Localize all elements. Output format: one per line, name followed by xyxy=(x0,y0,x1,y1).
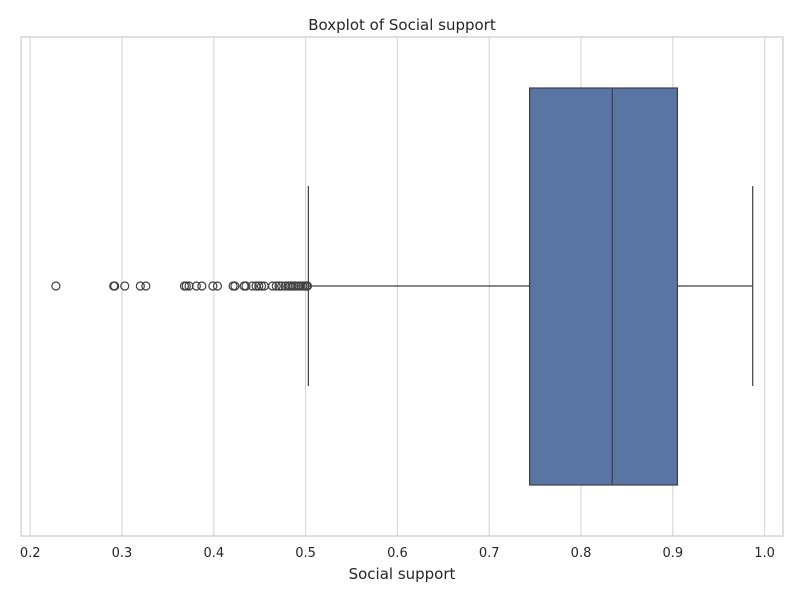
outlier-point xyxy=(256,281,267,291)
x-tick-label: 0.8 xyxy=(571,546,592,561)
outlier-point xyxy=(230,281,240,291)
outlier-point xyxy=(120,281,130,291)
outlier-point xyxy=(274,281,284,291)
outlier-points xyxy=(51,281,313,291)
outlier-point xyxy=(290,281,301,291)
outlier-point xyxy=(239,281,249,291)
x-tick-label: 1.0 xyxy=(754,546,775,561)
outlier-point xyxy=(208,281,218,291)
chart-title: Boxplot of Social support xyxy=(308,16,496,34)
outlier-point xyxy=(135,281,145,291)
x-tick-label: 0.4 xyxy=(203,546,224,561)
x-tick-label: 0.3 xyxy=(112,546,133,561)
outlier-point xyxy=(184,281,194,291)
outlier-point xyxy=(241,281,251,291)
outlier-point xyxy=(228,281,238,291)
box-plot xyxy=(307,87,754,486)
x-axis-label: Social support xyxy=(349,565,456,583)
x-tick-label: 0.7 xyxy=(479,546,500,561)
outlier-point xyxy=(181,281,191,291)
plot-frame xyxy=(20,36,784,537)
outlier-point xyxy=(141,281,151,291)
outlier-point xyxy=(212,281,223,291)
outlier-point xyxy=(51,281,61,291)
outlier-point xyxy=(197,281,207,291)
x-tick-labels: 0.2 0.3 0.4 0.5 0.6 0.7 0.8 0.9 1.0 xyxy=(20,546,775,561)
x-tick-label: 0.5 xyxy=(295,546,316,561)
interquartile-box xyxy=(529,87,679,486)
outlier-point xyxy=(267,281,278,291)
x-tick-label: 0.2 xyxy=(20,546,41,561)
outlier-point xyxy=(191,281,201,291)
outlier-point xyxy=(271,281,281,291)
outlier-point xyxy=(247,281,257,291)
x-tick-label: 0.9 xyxy=(662,546,683,561)
outlier-point xyxy=(110,281,120,291)
outlier-point xyxy=(254,281,264,291)
x-tick-label: 0.6 xyxy=(387,546,408,561)
outlier-point xyxy=(302,281,313,291)
